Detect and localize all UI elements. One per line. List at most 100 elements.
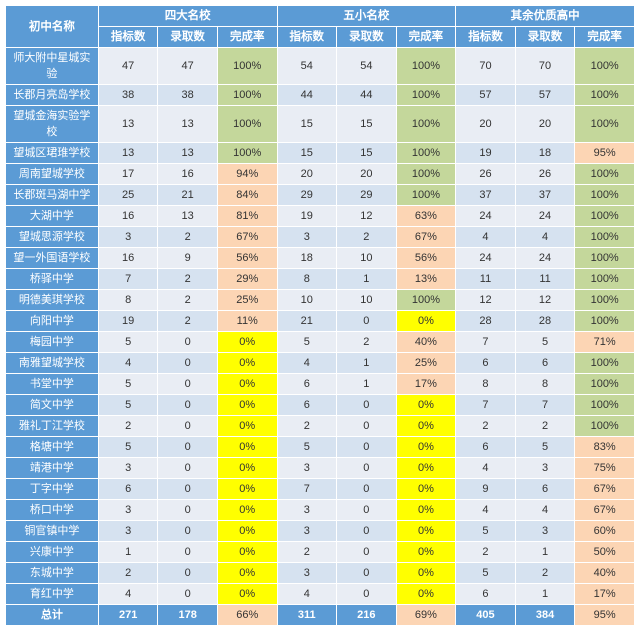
data-cell: 6	[456, 353, 516, 374]
data-cell: 57	[456, 85, 516, 106]
data-cell: 0%	[217, 353, 277, 374]
data-cell: 100%	[575, 185, 635, 206]
data-cell: 0	[337, 542, 397, 563]
data-cell: 3	[98, 500, 158, 521]
data-cell: 4	[515, 500, 575, 521]
data-cell: 100%	[575, 416, 635, 437]
data-cell: 0	[158, 458, 218, 479]
data-cell: 1	[337, 353, 397, 374]
data-cell: 0%	[217, 542, 277, 563]
data-cell: 6	[515, 353, 575, 374]
data-cell: 83%	[575, 437, 635, 458]
data-cell: 0%	[217, 416, 277, 437]
table-row: 雅礼丁江学校200%200%22100%	[6, 416, 635, 437]
data-cell: 56%	[396, 248, 456, 269]
data-cell: 0	[337, 479, 397, 500]
data-cell: 0	[337, 563, 397, 584]
table-row: 望城思源学校3267%3267%44100%	[6, 227, 635, 248]
data-cell: 0%	[396, 458, 456, 479]
data-cell: 0	[158, 584, 218, 605]
data-cell: 0%	[217, 479, 277, 500]
data-cell: 16	[158, 164, 218, 185]
data-cell: 0%	[217, 500, 277, 521]
data-cell: 12	[515, 290, 575, 311]
school-name-cell: 南雅望城学校	[6, 353, 99, 374]
data-cell: 2	[456, 416, 516, 437]
data-cell: 100%	[396, 48, 456, 85]
table-row: 长郡斑马湖中学252184%2929100%3737100%	[6, 185, 635, 206]
data-cell: 0	[158, 353, 218, 374]
school-name-cell: 长郡月亮岛学校	[6, 85, 99, 106]
data-cell: 25	[98, 185, 158, 206]
school-name-cell: 长郡斑马湖中学	[6, 185, 99, 206]
data-cell: 5	[277, 332, 337, 353]
data-cell: 0	[158, 542, 218, 563]
table-row: 育红中学400%400%6117%	[6, 584, 635, 605]
data-cell: 44	[337, 85, 397, 106]
data-cell: 40%	[575, 563, 635, 584]
data-cell: 54	[277, 48, 337, 85]
data-cell: 0	[158, 500, 218, 521]
school-name-cell: 望城区珺琟学校	[6, 143, 99, 164]
data-cell: 47	[158, 48, 218, 85]
data-cell: 84%	[217, 185, 277, 206]
data-cell: 50%	[575, 542, 635, 563]
data-cell: 2	[158, 227, 218, 248]
table-row: 书堂中学500%6117%88100%	[6, 374, 635, 395]
data-cell: 0%	[396, 563, 456, 584]
data-cell: 0%	[217, 332, 277, 353]
data-cell: 20	[337, 164, 397, 185]
data-cell: 3	[277, 521, 337, 542]
data-cell: 0%	[217, 395, 277, 416]
data-cell: 5	[515, 437, 575, 458]
data-cell: 11	[456, 269, 516, 290]
data-cell: 67%	[575, 500, 635, 521]
data-cell: 100%	[575, 374, 635, 395]
school-table: 初中名称 四大名校 五小名校 其余优质高中 指标数录取数完成率指标数录取数完成率…	[5, 5, 635, 626]
data-cell: 5	[98, 437, 158, 458]
data-cell: 3	[515, 458, 575, 479]
data-cell: 6	[277, 374, 337, 395]
data-cell: 0%	[396, 395, 456, 416]
data-cell: 0	[337, 416, 397, 437]
data-cell: 6	[515, 479, 575, 500]
data-cell: 25%	[396, 353, 456, 374]
col-sub: 指标数	[98, 27, 158, 48]
data-cell: 17%	[575, 584, 635, 605]
table-row: 向阳中学19211%2100%2828100%	[6, 311, 635, 332]
total-cell: 178	[158, 605, 218, 626]
data-cell: 100%	[575, 269, 635, 290]
school-name-cell: 铜官镇中学	[6, 521, 99, 542]
data-cell: 13	[158, 206, 218, 227]
table-row: 铜官镇中学300%300%5360%	[6, 521, 635, 542]
data-cell: 29	[277, 185, 337, 206]
data-cell: 13	[158, 106, 218, 143]
school-name-cell: 师大附中星城实验	[6, 48, 99, 85]
data-cell: 3	[277, 227, 337, 248]
data-cell: 26	[515, 164, 575, 185]
data-cell: 7	[456, 332, 516, 353]
data-cell: 0	[158, 332, 218, 353]
data-cell: 5	[98, 332, 158, 353]
data-cell: 100%	[575, 290, 635, 311]
data-cell: 21	[277, 311, 337, 332]
data-cell: 2	[515, 416, 575, 437]
data-cell: 0	[337, 437, 397, 458]
data-cell: 67%	[575, 479, 635, 500]
data-cell: 47	[98, 48, 158, 85]
data-cell: 20	[515, 106, 575, 143]
data-cell: 5	[515, 332, 575, 353]
data-cell: 100%	[575, 85, 635, 106]
data-cell: 1	[98, 542, 158, 563]
data-cell: 100%	[396, 143, 456, 164]
school-name-cell: 望一外国语学校	[6, 248, 99, 269]
data-cell: 7	[515, 395, 575, 416]
data-cell: 1	[337, 269, 397, 290]
data-cell: 15	[277, 143, 337, 164]
table-row: 梅园中学500%5240%7571%	[6, 332, 635, 353]
data-cell: 3	[277, 563, 337, 584]
table-row: 望城区珺琟学校1313100%1515100%191895%	[6, 143, 635, 164]
data-cell: 24	[456, 206, 516, 227]
school-name-cell: 格塘中学	[6, 437, 99, 458]
data-cell: 6	[456, 437, 516, 458]
